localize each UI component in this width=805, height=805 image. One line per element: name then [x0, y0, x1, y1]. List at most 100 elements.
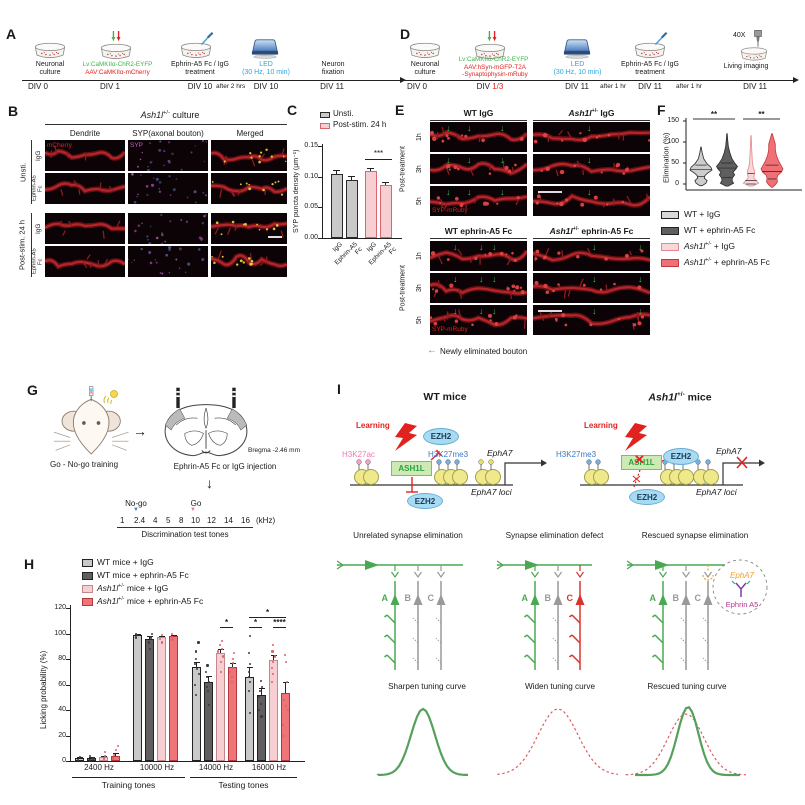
discrimination-label: Discrimination test tones	[141, 530, 229, 539]
curve-title-3: Rescued tuning curve	[647, 682, 727, 691]
eliminated-bouton-arrow-icon: ↓	[587, 123, 592, 133]
genotype-sup: +/-	[163, 110, 170, 116]
chartF-ytick: 0	[675, 180, 679, 187]
chartH-datapoint	[112, 757, 115, 760]
legendC-unsti-swatch	[320, 112, 330, 118]
chartH-datapoint	[258, 689, 262, 693]
chartH-errorcap	[112, 753, 119, 755]
neuron-letter: C	[695, 593, 702, 603]
eliminated-bouton-arrow-icon: ↓	[592, 274, 597, 284]
legendF-swatch-2	[661, 227, 679, 235]
gene-name: Ash1l	[568, 108, 592, 118]
chartC-bar	[365, 170, 377, 238]
nogo-label: No-go	[125, 499, 147, 508]
chartH-errorbar	[196, 661, 197, 667]
chartH-datapoint	[271, 643, 274, 647]
chartH-datapoint	[112, 753, 115, 756]
micrograph: ↓ ↓ ↓	[430, 273, 527, 303]
chartH-ytickmark	[66, 633, 70, 635]
micrograph: ↓ ↓ ↓	[430, 154, 527, 184]
chartH-datapoint	[217, 650, 220, 653]
rowB-igg-1: IgG	[35, 150, 42, 161]
chartH-datapoint	[271, 680, 274, 684]
neuron-letter: B	[545, 593, 552, 603]
chartH-ytick: 20	[58, 731, 66, 739]
chartH-datapoint	[248, 670, 251, 673]
panel-label-e: E	[395, 102, 405, 118]
axisE-posttreatment-1: Post-treatment	[399, 146, 407, 192]
chartC-errorbar	[370, 168, 371, 171]
chartH-datapoint	[283, 654, 286, 657]
chartH-datapoint	[171, 636, 174, 639]
tone-2.4: 2.4	[134, 516, 146, 525]
eliminated-bouton-arrow-icon: ↓	[638, 274, 643, 284]
synapse-diagrams: A B C A B C A B C EphA7 Ephrin A5	[336, 559, 768, 670]
chartH-errorcap	[205, 675, 212, 677]
neuron-letter: C	[567, 593, 574, 603]
go-nogo-training-label: Go - No-go training	[49, 460, 119, 469]
speaker-icon	[100, 388, 120, 408]
eliminated-bouton-arrow-icon: ↓	[446, 155, 451, 165]
chartH-datapoint	[220, 640, 223, 643]
rowE-5h: 5h	[416, 197, 423, 205]
chartF-ytick: 150	[667, 117, 679, 124]
chartH-bar	[269, 660, 278, 761]
legendF-1: WT + IgG	[684, 209, 721, 219]
chartH-datapoint	[219, 660, 222, 663]
eliminated-bouton-arrow-icon: ↓	[446, 187, 451, 197]
tag-syp-mruby: SYP-mRuby	[432, 207, 468, 214]
colB-dendrite: Dendrite	[69, 129, 101, 138]
chartH-ytickmark	[66, 761, 70, 762]
injection-label: Ephrin-A5 Fc or IgG injection	[173, 462, 277, 471]
micrograph	[128, 246, 208, 277]
rowE-3h: 3h	[416, 284, 423, 292]
chartH-datapoint	[282, 698, 285, 701]
panelB-title-rule	[45, 124, 287, 125]
chartH-datapoint	[194, 663, 197, 666]
tone-14: 14	[224, 516, 233, 525]
headerE-mut-ephrin: Ash1l+/- ephrin-A5 Fc	[533, 226, 650, 236]
legendH-3: Ash1l+/- mice + IgG	[97, 583, 168, 593]
rowE-5h: 5h	[416, 316, 423, 324]
neuron-letter: A	[522, 593, 529, 603]
chartH-datapoint	[89, 754, 92, 758]
chartH-datapoint	[102, 757, 106, 760]
colB-syp: SYP(axonal bouton)	[132, 129, 204, 138]
chartH-sigline	[220, 627, 233, 628]
headerE-rule	[430, 238, 527, 239]
legendC-poststim: Post-stim. 24 h	[333, 120, 387, 129]
panel-label-b: B	[8, 103, 19, 119]
svg-text:**: **	[711, 110, 718, 119]
micrograph: ↓ ↓ ↓	[430, 186, 527, 216]
headerE-wt-igg: WT IgG	[463, 108, 494, 118]
stepA4-div: DIV 10	[253, 82, 279, 91]
h3k27me3-label-mut: H3K27me3	[556, 450, 597, 459]
micrograph	[128, 140, 208, 171]
tone-8: 8	[179, 516, 184, 525]
chartH-datapoint	[229, 670, 232, 673]
chartH-datapoint	[136, 633, 139, 636]
chartH-errorcap	[146, 636, 153, 638]
stepD2-div-red: 1/3	[492, 82, 504, 91]
chartH-errorcap	[217, 648, 224, 650]
chartH-yaxis	[70, 605, 71, 762]
nogo-marker-icon: ▼	[133, 507, 139, 513]
legendC-poststim-swatch	[320, 123, 330, 129]
chartH-errorcap	[100, 755, 107, 757]
micrograph	[211, 140, 287, 171]
chartC-sigstars: ***	[373, 149, 384, 158]
timeline-d-gap1: after 1 hr	[600, 83, 627, 90]
chartH-group-label: 14000 Hz	[198, 763, 234, 772]
headerE-wt-ephrin: WT ephrin-A5 Fc	[444, 226, 513, 236]
stepA3-caption: Ephrin-A5 Fc / IgG treatment	[171, 61, 229, 77]
tag-syp-mruby: SYP-mRuby	[432, 326, 468, 333]
mouse-head-icon	[52, 386, 134, 460]
chartH-ytick: 120	[54, 604, 66, 611]
stepD2-lentivirus: Lv:CaMKIIα-ChR2-EYFP	[458, 56, 529, 63]
down-arrow-icon: ↓	[206, 475, 213, 491]
eliminated-bouton-arrow-icon: ↓	[467, 187, 472, 197]
tuning-curves	[376, 706, 747, 777]
chartH-datapoint	[158, 637, 161, 640]
chartH-sigstars: ****	[273, 618, 286, 627]
eliminated-bouton-arrow-icon: ↓	[492, 306, 497, 316]
